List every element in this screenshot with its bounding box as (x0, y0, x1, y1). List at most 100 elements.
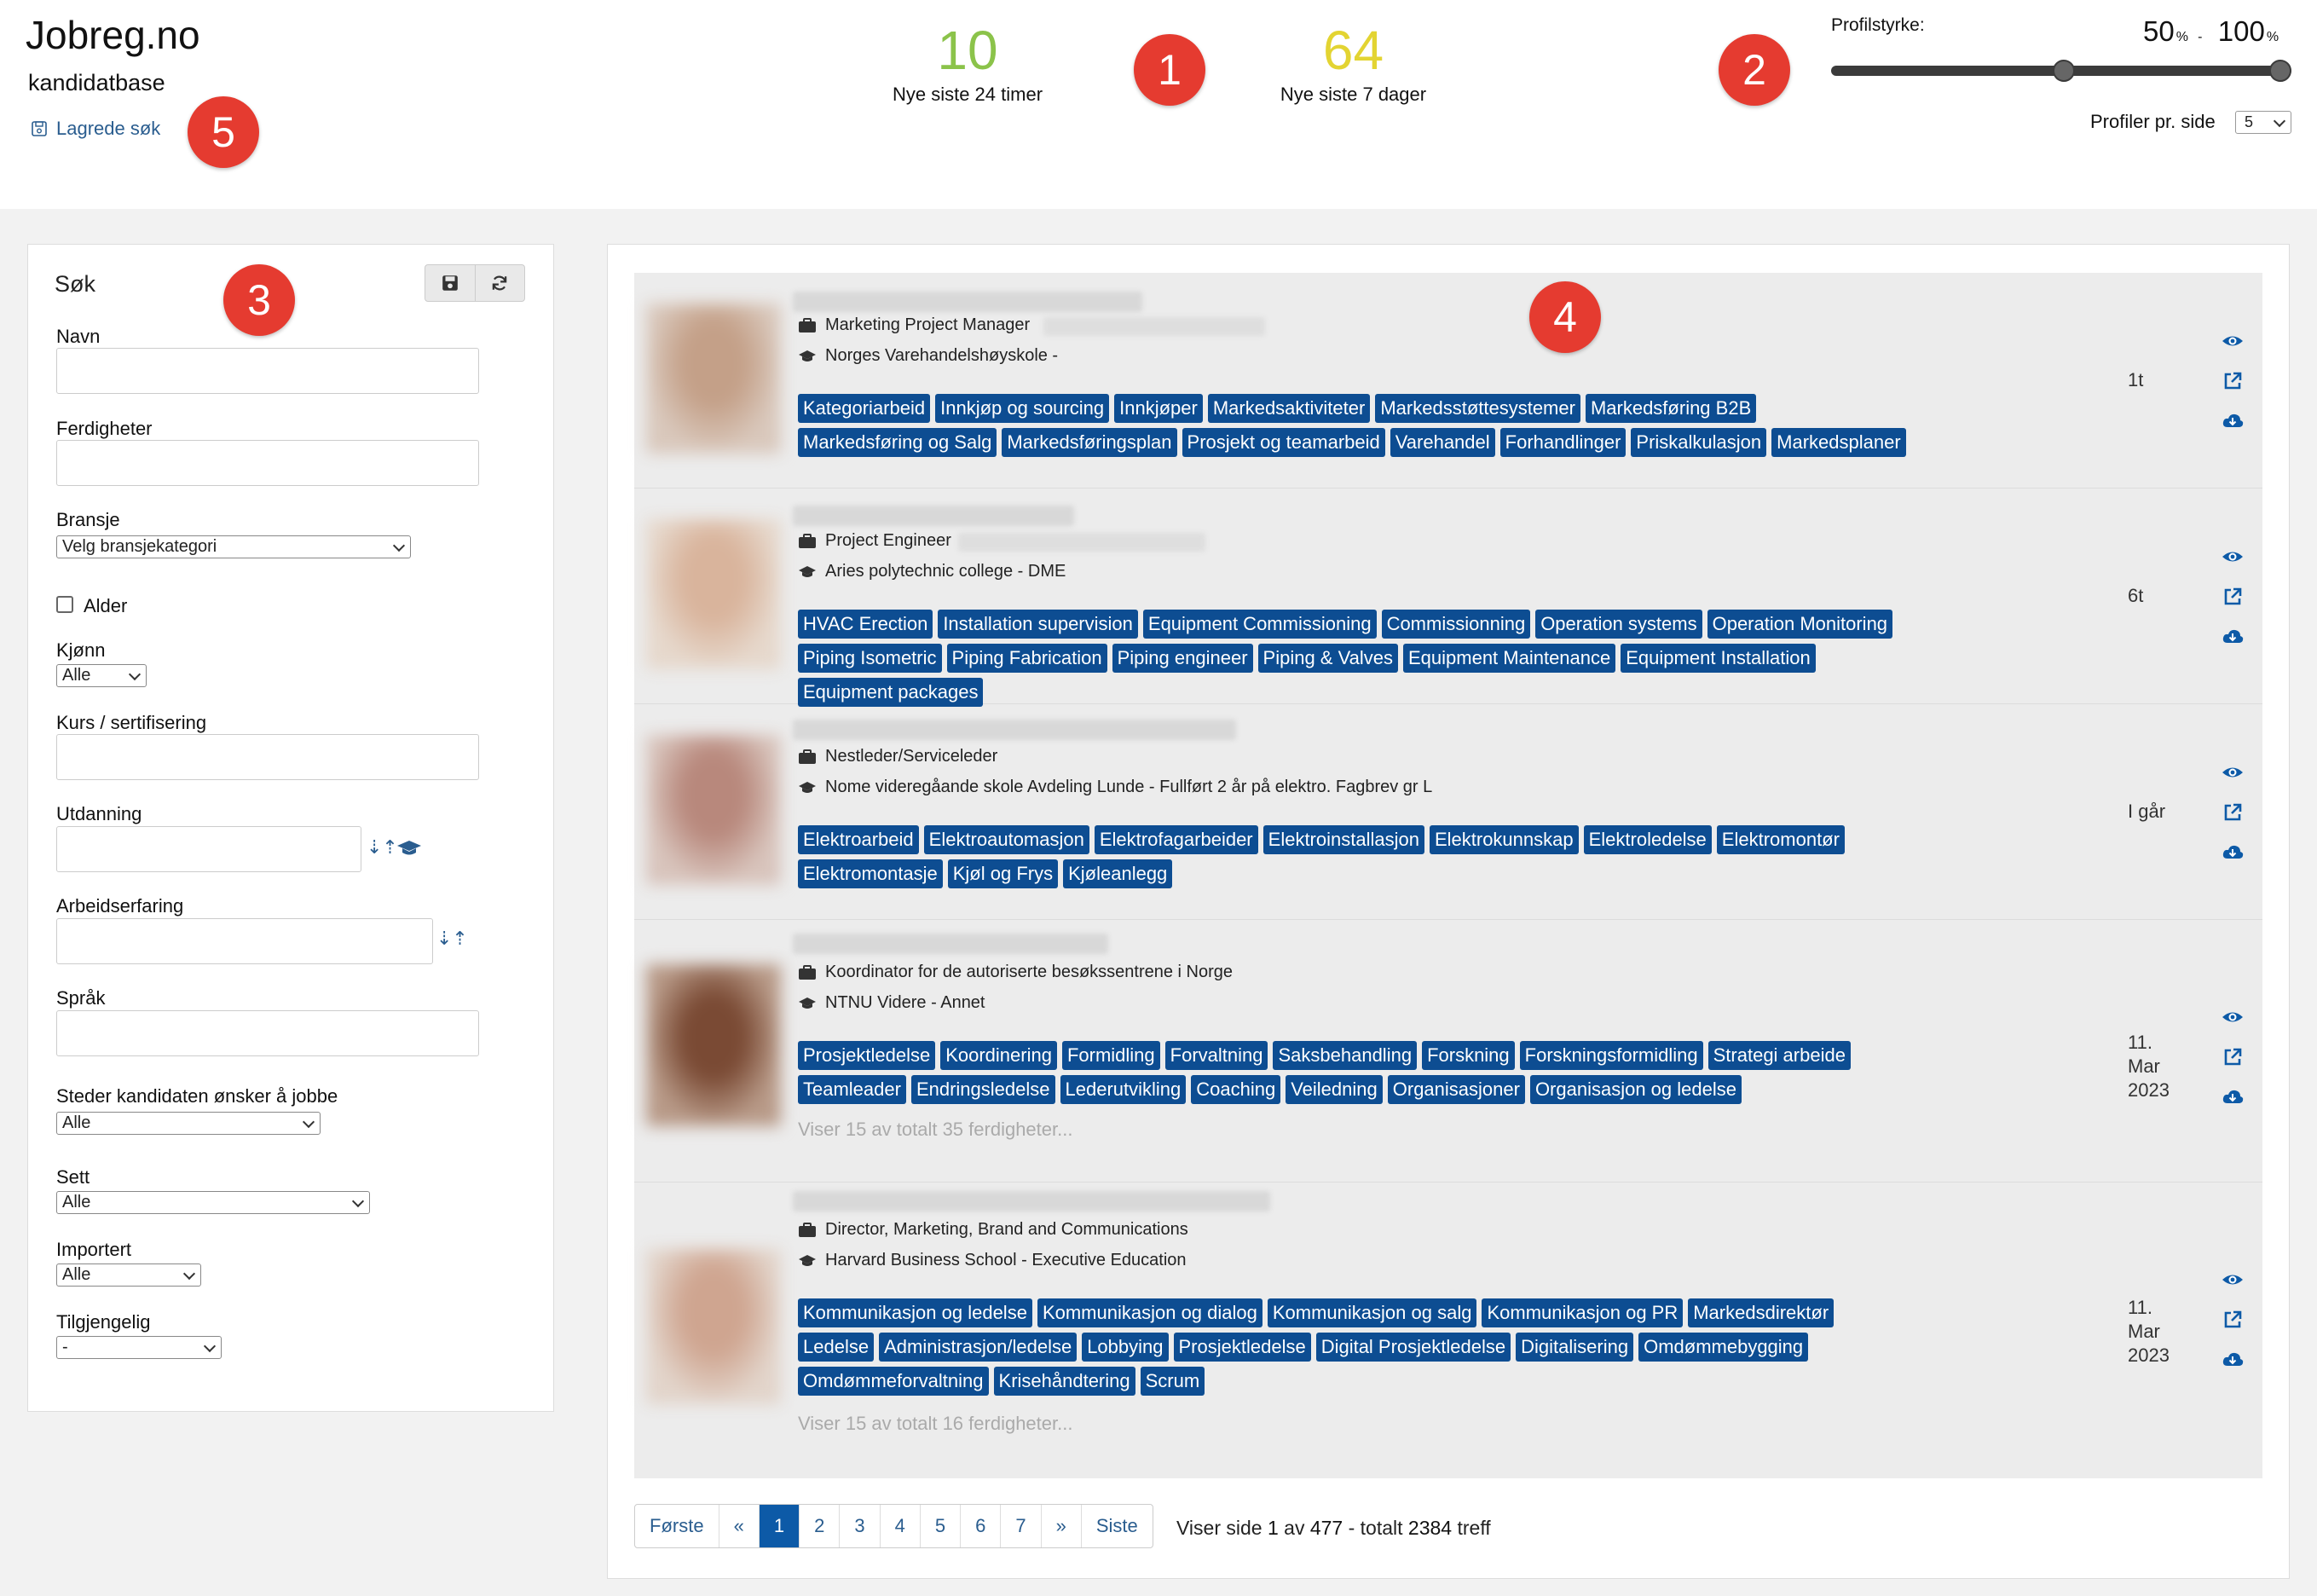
candidate-card[interactable]: Nestleder/Serviceleder Nome videregåande… (634, 704, 2262, 920)
skill-tag[interactable]: Equipment packages (798, 678, 984, 707)
skill-tag[interactable]: Operation systems (1535, 610, 1702, 639)
page-7[interactable]: 7 (1001, 1505, 1042, 1547)
skill-tag[interactable]: Omdømmebygging (1638, 1333, 1809, 1362)
page-first[interactable]: Første (635, 1505, 719, 1547)
view-button[interactable] (2220, 1259, 2245, 1299)
download-button[interactable] (2220, 616, 2245, 656)
open-external-button[interactable] (2220, 576, 2245, 616)
industry-select[interactable]: Velg bransjekategori (56, 535, 411, 558)
skill-tag[interactable]: Elektrokunnskap (1429, 825, 1579, 854)
available-select[interactable]: - (56, 1336, 222, 1359)
skill-tag[interactable]: Installation supervision (938, 610, 1138, 639)
candidate-card[interactable]: Koordinator for de autoriserte besøkssen… (634, 920, 2262, 1183)
page-2[interactable]: 2 (800, 1505, 841, 1547)
open-external-button[interactable] (2220, 1299, 2245, 1339)
skill-tag[interactable]: Veiledning (1286, 1075, 1383, 1104)
skill-tag[interactable]: Kjøleanlegg (1063, 859, 1173, 888)
skill-tag[interactable]: Piping & Valves (1257, 644, 1398, 673)
download-button[interactable] (2220, 832, 2245, 872)
skill-tag[interactable]: Varehandel (1390, 428, 1495, 457)
skill-tag[interactable]: Omdømmeforvaltning (798, 1367, 989, 1396)
download-button[interactable] (2220, 1077, 2245, 1117)
skill-tag[interactable]: Teamleader (798, 1075, 906, 1104)
skill-tag[interactable]: Markedsføring B2B (1585, 394, 1757, 423)
slider-handle-max[interactable] (2269, 60, 2291, 82)
reset-search-button[interactable] (476, 265, 525, 301)
save-search-button[interactable] (425, 265, 476, 301)
skill-tag[interactable]: Koordinering (940, 1041, 1057, 1070)
skill-tag[interactable]: Digital Prosjektledelse (1315, 1333, 1511, 1362)
skill-tag[interactable]: Organisasjon og ledelse (1529, 1075, 1742, 1104)
skill-tag[interactable]: Prosjekt og teamarbeid (1182, 428, 1385, 457)
skill-tag[interactable]: Markedsstøttesystemer (1375, 394, 1580, 423)
download-button[interactable] (2220, 401, 2245, 441)
view-button[interactable] (2220, 752, 2245, 792)
view-button[interactable] (2220, 997, 2245, 1037)
skill-tag[interactable]: Equipment Commissioning (1142, 610, 1377, 639)
skill-tag[interactable]: Kommunikasjon og salg (1267, 1298, 1477, 1327)
skill-tag[interactable]: HVAC Erection (798, 610, 933, 639)
candidate-card[interactable]: Marketing Project Manager Norges Varehan… (634, 273, 2262, 489)
download-button[interactable] (2220, 1339, 2245, 1379)
page-4[interactable]: 4 (881, 1505, 921, 1547)
skill-tag[interactable]: Strategi arbeide (1707, 1041, 1851, 1070)
skill-tag[interactable]: Ledelse (798, 1333, 875, 1362)
education-input[interactable] (56, 826, 361, 872)
sort-icon[interactable]: ⇣⇡ (367, 836, 398, 858)
skill-tag[interactable]: Innkjøp og sourcing (935, 394, 1110, 423)
skill-tag[interactable]: Administrasjon/ledelse (879, 1333, 1078, 1362)
skill-tag[interactable]: Formidling (1061, 1041, 1160, 1070)
name-input[interactable] (56, 348, 479, 394)
skill-tag[interactable]: Kjøl og Frys (947, 859, 1059, 888)
imported-select[interactable]: Alle (56, 1264, 201, 1287)
skill-tag[interactable]: Lederutvikling (1060, 1075, 1187, 1104)
skill-tag[interactable]: Elektroledelse (1583, 825, 1712, 854)
page-5[interactable]: 5 (921, 1505, 962, 1547)
skill-tag[interactable]: Markedsplaner (1771, 428, 1906, 457)
candidate-card[interactable]: Project Engineer Aries polytechnic colle… (634, 489, 2262, 707)
skill-tag[interactable]: Endringsledelse (910, 1075, 1055, 1104)
skills-input[interactable] (56, 440, 479, 486)
page-6[interactable]: 6 (961, 1505, 1002, 1547)
sort-icon[interactable]: ⇣⇡ (436, 928, 468, 949)
skill-tag[interactable]: Markedsføringsplan (1002, 428, 1177, 457)
skill-tag[interactable]: Prosjektledelse (1173, 1333, 1311, 1362)
page-3[interactable]: 3 (840, 1505, 881, 1547)
skill-tag[interactable]: Lobbying (1082, 1333, 1169, 1362)
page-next[interactable]: » (1042, 1505, 1082, 1547)
candidate-card[interactable]: Director, Marketing, Brand and Communica… (634, 1183, 2262, 1478)
locations-select[interactable]: Alle (56, 1112, 321, 1135)
skill-tag[interactable]: Piping Isometric (798, 644, 942, 673)
saved-search-link[interactable]: Lagrede søk (31, 118, 160, 140)
skill-tag[interactable]: Prosjektledelse (798, 1041, 936, 1070)
skill-tag[interactable]: Saksbehandling (1273, 1041, 1418, 1070)
skill-tag[interactable]: Elektroarbeid (798, 825, 919, 854)
skill-tag[interactable]: Kommunikasjon og dialog (1037, 1298, 1263, 1327)
courses-input[interactable] (56, 734, 479, 780)
per-page-select[interactable]: 5 (2235, 111, 2291, 134)
skill-tag[interactable]: Priskalkulasjon (1631, 428, 1767, 457)
slider-handle-min[interactable] (2053, 60, 2075, 82)
skill-tag[interactable]: Organisasjoner (1387, 1075, 1525, 1104)
skill-tag[interactable]: Forhandlinger (1499, 428, 1627, 457)
open-external-button[interactable] (2220, 361, 2245, 401)
page-prev[interactable]: « (719, 1505, 760, 1547)
skill-tag[interactable]: Innkjøper (1114, 394, 1203, 423)
profile-strength-slider[interactable] (1831, 60, 2291, 82)
skill-tag[interactable]: Elektroinstallasjon (1263, 825, 1424, 854)
experience-input[interactable] (56, 918, 433, 964)
seen-select[interactable]: Alle (56, 1191, 370, 1214)
skill-tag[interactable]: Commissionning (1381, 610, 1531, 639)
skill-tag[interactable]: Piping Fabrication (946, 644, 1107, 673)
skill-tag[interactable]: Elektrofagarbeider (1094, 825, 1258, 854)
skill-tag[interactable]: Elektromontør (1716, 825, 1845, 854)
gender-select[interactable]: Alle (56, 664, 147, 687)
skill-tag[interactable]: Krisehåndtering (993, 1367, 1135, 1396)
view-button[interactable] (2220, 321, 2245, 361)
open-external-button[interactable] (2220, 1037, 2245, 1077)
skill-tag[interactable]: Markedsdirektør (1688, 1298, 1835, 1327)
skill-tag[interactable]: Elektroautomasjon (923, 825, 1089, 854)
open-external-button[interactable] (2220, 792, 2245, 832)
skill-tag[interactable]: Forvaltning (1164, 1041, 1268, 1070)
skill-tag[interactable]: Coaching (1191, 1075, 1281, 1104)
